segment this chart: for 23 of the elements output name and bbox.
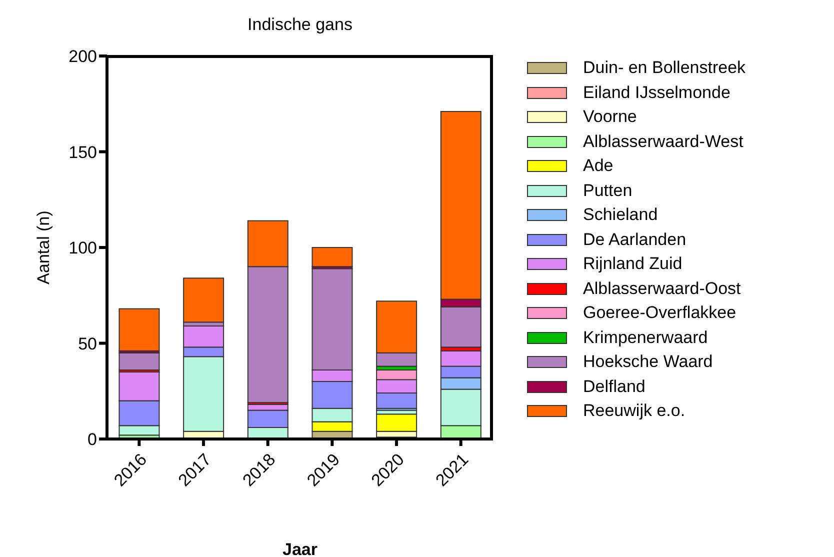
legend-label: Krimpenerwaard [583,328,708,348]
y-tick-label: 50 [78,334,97,354]
legend-label: Delfland [583,376,646,397]
legend-label: Schieland [583,205,658,226]
legend-label: Alblasserwaard-Oost [583,278,741,299]
legend-label: Duin- en Bollenstreek [583,58,746,78]
legend-label: Ade [583,156,614,176]
x-axis-title: Jaar [282,540,318,557]
y-tick-label: 100 [68,238,97,258]
legend-label: Reeuwijk e.o. [583,401,686,422]
y-tick-label: 0 [88,430,97,450]
y-tick-label: 200 [68,47,97,66]
legend-label: Hoeksche Waard [583,352,713,372]
legend-label: Alblasserwaard-West [583,132,744,152]
chart-title: Indische gans [248,15,352,34]
legend-label: De Aarlanden [583,230,686,250]
y-tick-label: 150 [68,142,97,162]
legend-label: Voorne [583,107,637,128]
legend-label: Putten [583,180,632,201]
legend-label: Eiland IJsselmonde [583,82,730,103]
legend-label: Goeree-Overflakkee [583,303,736,324]
y-axis-title: Aantal (n) [34,210,54,284]
legend-label: Rijnland Zuid [583,254,682,274]
